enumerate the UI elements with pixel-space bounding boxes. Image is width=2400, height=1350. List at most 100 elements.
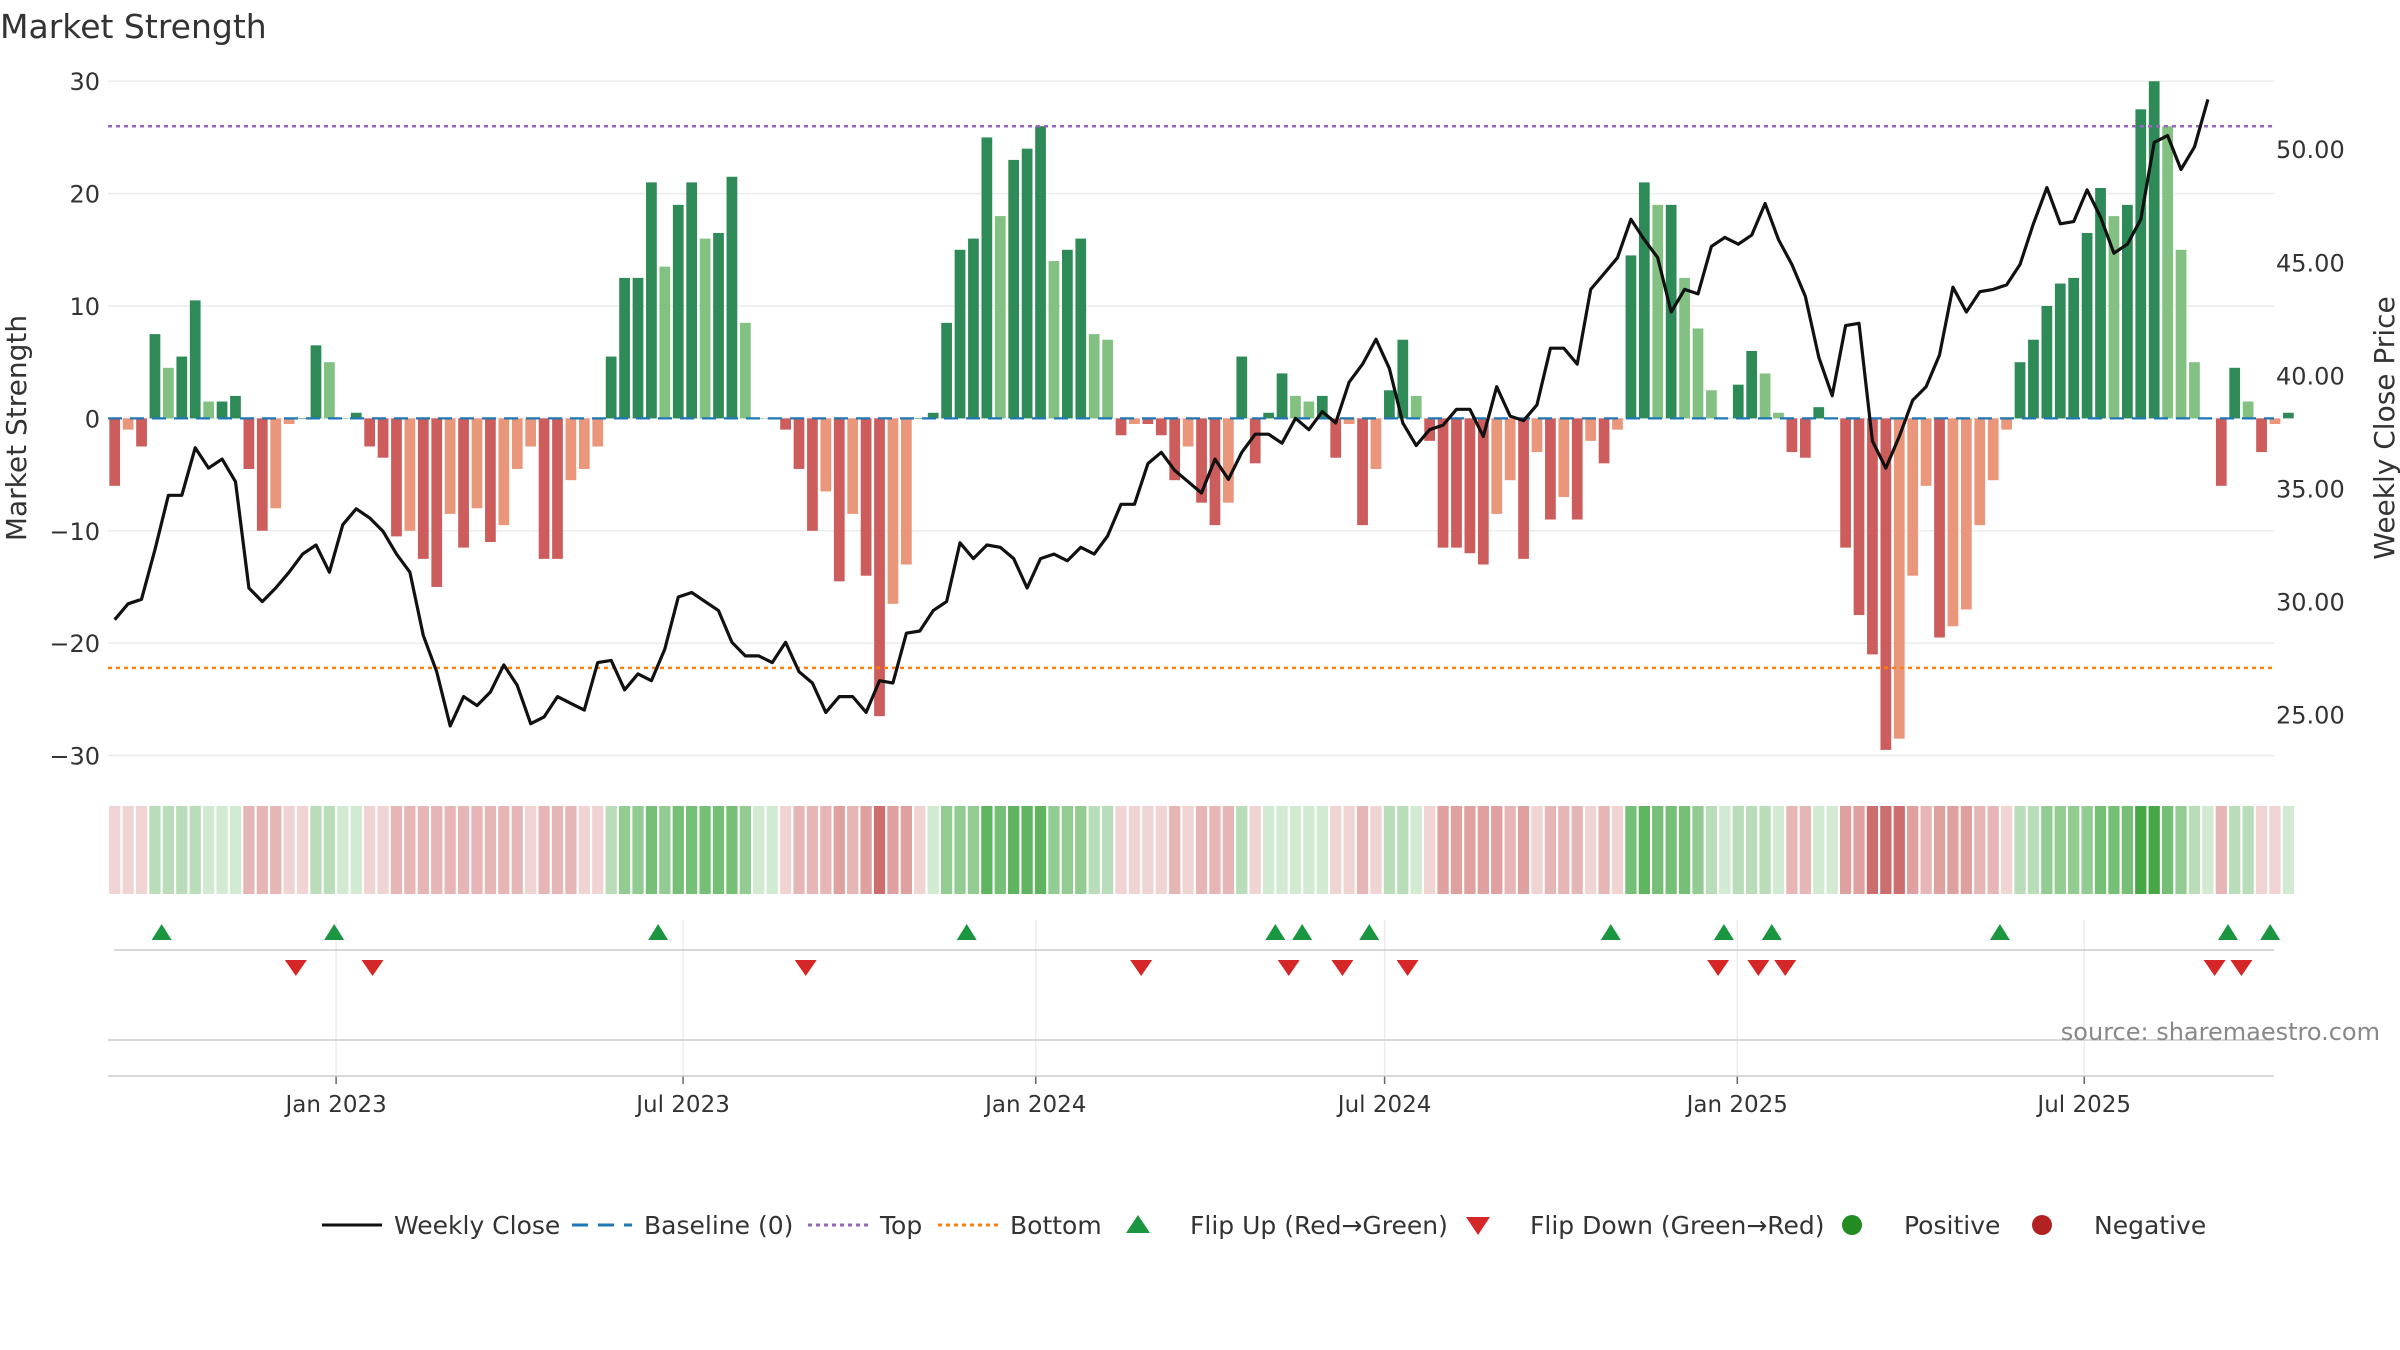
legend-label: Positive [1904, 1211, 2000, 1240]
band-cell [2229, 806, 2241, 894]
flip-markers [114, 924, 2281, 976]
strength-bar [2081, 232, 2093, 419]
band-cell [216, 806, 228, 894]
flip-up-marker [648, 924, 669, 940]
band-cell [323, 806, 336, 894]
band-cell [1437, 806, 1449, 894]
band-cell [2041, 806, 2053, 894]
strength-bar [538, 418, 550, 559]
band-cell [860, 806, 872, 894]
band-cell [1316, 806, 1328, 894]
strength-bar [498, 418, 510, 526]
band-cell [1692, 806, 1704, 894]
band-cell [1705, 806, 1718, 894]
band-cell [2027, 806, 2040, 894]
legend-label: Baseline (0) [644, 1211, 793, 1240]
strength-bar [1397, 339, 1409, 419]
flip-down-marker [361, 960, 384, 976]
strength-bar [458, 418, 469, 548]
strength-bar [525, 418, 537, 447]
band-cell [2188, 806, 2201, 894]
legend-swatch [2032, 1215, 2052, 1235]
strength-bar [954, 249, 966, 419]
strength-bar [1102, 339, 1113, 419]
strength-bar [981, 137, 993, 419]
band-cell [1128, 806, 1141, 894]
band-cell [1638, 806, 1650, 894]
strength-bar [1330, 418, 1342, 458]
band-cell [1383, 806, 1396, 894]
band-cell [659, 806, 671, 894]
strength-bar [2283, 412, 2294, 419]
flip-down-marker [2230, 960, 2253, 976]
band-cell [390, 806, 403, 894]
strength-bar [1558, 418, 1570, 498]
strength-bar [713, 232, 724, 419]
strength-bar [216, 401, 228, 419]
band-cell [833, 806, 845, 894]
band-cell [243, 806, 255, 894]
x-tick-label: Jul 2025 [2035, 1092, 2131, 1118]
legend-item: Weekly Close [322, 1211, 560, 1240]
band-cell [605, 806, 617, 894]
strength-bar [1491, 418, 1503, 514]
band-cell [1195, 806, 1208, 894]
strength-bar [1853, 418, 1865, 616]
band-cell [135, 806, 148, 894]
strength-bar [1531, 418, 1543, 453]
y-tick-label: 30 [69, 68, 100, 96]
band-cell [1933, 806, 1946, 894]
strength-bar [1893, 418, 1905, 739]
y-tick-label: −10 [49, 518, 100, 546]
strength-bar [780, 418, 791, 430]
band-cell [1075, 806, 1087, 894]
strength-bar [1934, 418, 1945, 638]
strength-bar [552, 418, 563, 559]
band-cell [1249, 806, 1261, 894]
band-cell [994, 806, 1006, 894]
band-cell [1947, 806, 1959, 894]
flip-up-marker [1761, 924, 1782, 940]
band-cell [2215, 806, 2227, 894]
band-cell [1155, 806, 1167, 894]
strength-bar [1437, 418, 1449, 548]
strength-bar [109, 418, 121, 486]
band-cell [1101, 806, 1114, 894]
band-cell [444, 806, 456, 894]
strength-bar [672, 204, 684, 419]
band-cell [1048, 806, 1060, 894]
strength-bar [136, 418, 147, 447]
strength-bar [739, 322, 751, 419]
band-cell [686, 806, 698, 894]
legend-item: Baseline (0) [572, 1211, 793, 1240]
strength-bar [176, 356, 188, 419]
band-cell [712, 806, 725, 894]
band-cell [551, 806, 564, 894]
band-cell [1356, 806, 1369, 894]
flip-up-marker [2260, 924, 2281, 940]
legend-label: Flip Down (Green→Red) [1530, 1211, 1825, 1240]
legend-label: Flip Up (Red→Green) [1190, 1211, 1448, 1240]
strength-bar [2041, 306, 2053, 419]
band-cell [2054, 806, 2066, 894]
strength-bar [1545, 418, 1556, 520]
strength-bar [404, 418, 416, 531]
strength-bar [1290, 395, 1301, 419]
band-cell [565, 806, 577, 894]
strength-bar [1867, 418, 1878, 655]
strength-bars [109, 81, 2294, 750]
band-cell [296, 806, 309, 894]
x-tick-label: Jan 2025 [1685, 1092, 1788, 1118]
legend-item: Bottom [938, 1211, 1102, 1240]
band-cell [981, 806, 993, 894]
legend-swatch [1842, 1215, 1862, 1235]
flip-up-marker [2217, 924, 2238, 940]
strength-bar [1504, 418, 1516, 481]
strength-bar [1142, 418, 1154, 424]
band-cell [1504, 806, 1516, 894]
band-cell [2269, 806, 2281, 894]
y2-tick-label: 25.00 [2276, 702, 2345, 730]
strength-bar [270, 418, 282, 509]
axes: 30 20 10 0 −10 −20 −30 50.00 45.00 40.00 35.00 30.0… [49, 68, 2344, 1118]
band-cell [954, 806, 966, 894]
